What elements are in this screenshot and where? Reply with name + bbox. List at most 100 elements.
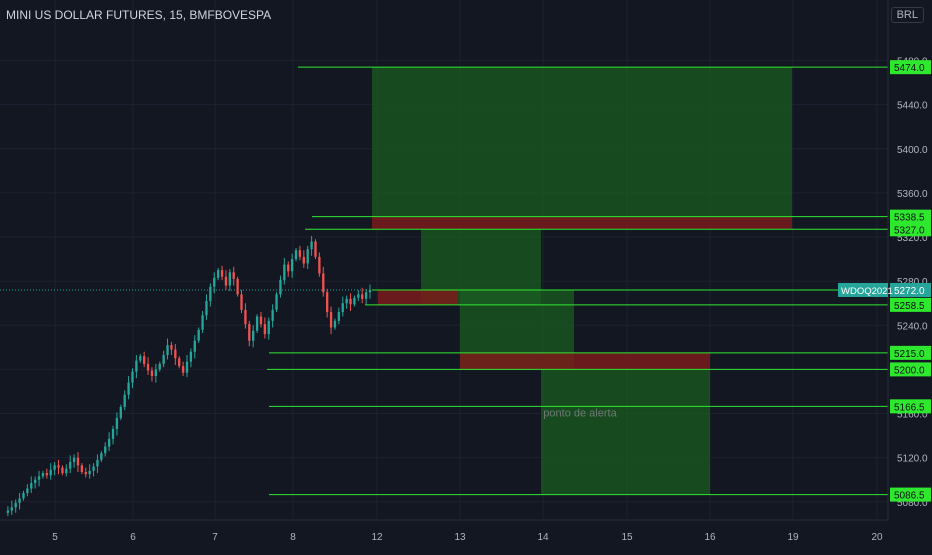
candle bbox=[143, 351, 146, 368]
level-label: 5086.5 bbox=[894, 491, 925, 502]
candle-body bbox=[170, 345, 173, 350]
level-label: 5166.5 bbox=[894, 402, 925, 413]
candle-body bbox=[322, 273, 325, 293]
candle bbox=[30, 476, 33, 493]
y-tick-label: 5160.0 bbox=[897, 410, 928, 421]
level-label-bg bbox=[890, 362, 931, 377]
candle-body bbox=[150, 370, 154, 377]
candle bbox=[345, 295, 348, 309]
candle-body bbox=[143, 356, 146, 364]
candle bbox=[357, 289, 360, 302]
candle-body bbox=[96, 459, 99, 467]
y-tick-label: 5400.0 bbox=[897, 145, 928, 156]
candle bbox=[65, 464, 68, 477]
candle bbox=[104, 442, 107, 457]
candle bbox=[45, 468, 48, 479]
candle-body bbox=[115, 417, 119, 429]
candle-body bbox=[33, 479, 37, 484]
candle-body bbox=[162, 355, 165, 364]
candle-body bbox=[298, 250, 302, 257]
candle bbox=[181, 361, 185, 377]
candle-body bbox=[45, 473, 48, 476]
candle bbox=[361, 287, 364, 304]
candle bbox=[72, 454, 76, 468]
level-label-bg bbox=[890, 60, 931, 75]
candle bbox=[135, 355, 138, 379]
candle bbox=[150, 367, 154, 382]
level-label-bg bbox=[890, 209, 931, 224]
candle-body bbox=[244, 309, 247, 325]
candle-body bbox=[201, 315, 204, 330]
x-tick-label: 5 bbox=[52, 532, 58, 543]
candle bbox=[368, 284, 372, 299]
candle-body bbox=[30, 483, 33, 489]
candle-body bbox=[349, 298, 352, 305]
candle bbox=[127, 376, 130, 400]
candle bbox=[275, 292, 278, 313]
candle bbox=[170, 341, 173, 356]
candle-body bbox=[267, 320, 270, 335]
candle bbox=[14, 499, 17, 513]
candle-body bbox=[10, 507, 13, 511]
candle bbox=[236, 276, 239, 297]
candle bbox=[193, 335, 196, 359]
candle-body bbox=[240, 294, 243, 310]
candle bbox=[26, 484, 29, 497]
candle-body bbox=[263, 324, 267, 335]
candle-body bbox=[154, 369, 158, 377]
candle-body bbox=[69, 462, 72, 469]
candle-body bbox=[220, 270, 224, 277]
candle bbox=[220, 265, 224, 281]
candle-body bbox=[22, 492, 25, 499]
candle bbox=[49, 463, 52, 480]
candle bbox=[326, 288, 329, 318]
candle bbox=[259, 312, 263, 328]
candle-body bbox=[37, 476, 41, 480]
candle bbox=[252, 325, 255, 348]
candle bbox=[232, 266, 235, 286]
level-label-bg bbox=[890, 222, 931, 237]
candle bbox=[139, 353, 142, 363]
candle-body bbox=[41, 473, 45, 477]
candle bbox=[119, 404, 122, 421]
candle bbox=[189, 348, 193, 368]
candle-body bbox=[158, 363, 161, 370]
candle bbox=[33, 476, 37, 489]
candle-body bbox=[361, 294, 364, 299]
candle-body bbox=[80, 465, 84, 472]
candle-body bbox=[111, 428, 115, 439]
candle-body bbox=[72, 457, 76, 463]
candle-body bbox=[216, 270, 220, 278]
candle bbox=[92, 463, 95, 477]
candle-body bbox=[341, 303, 344, 313]
level-label: 5258.5 bbox=[894, 301, 925, 312]
candle bbox=[248, 320, 251, 347]
candle bbox=[310, 235, 313, 256]
candle bbox=[298, 245, 302, 261]
x-tick-label: 8 bbox=[290, 532, 296, 543]
candle bbox=[22, 490, 25, 501]
candle-body bbox=[236, 278, 239, 295]
candle-body bbox=[6, 510, 10, 513]
candle-body bbox=[232, 272, 235, 279]
candle bbox=[205, 294, 208, 320]
y-tick-label: 5240.0 bbox=[897, 321, 928, 332]
symbol-tag: WDOQ2021 bbox=[841, 286, 893, 297]
candle-body bbox=[135, 360, 138, 372]
candle-body bbox=[100, 453, 103, 460]
x-tick-label: 19 bbox=[787, 532, 799, 543]
candle-body bbox=[357, 294, 360, 298]
candle bbox=[154, 363, 158, 383]
currency-button[interactable]: BRL bbox=[890, 7, 924, 23]
candle-body bbox=[92, 466, 95, 471]
candle bbox=[162, 350, 165, 368]
candle-body bbox=[107, 438, 111, 447]
chart-title: MINI US DOLLAR FUTURES, 15, BMFBOVESPA bbox=[6, 8, 272, 22]
candle bbox=[209, 283, 212, 307]
candle-body bbox=[252, 330, 255, 341]
candle bbox=[88, 464, 91, 479]
symbol-tag-bg bbox=[838, 282, 888, 297]
candle-body bbox=[228, 272, 231, 286]
